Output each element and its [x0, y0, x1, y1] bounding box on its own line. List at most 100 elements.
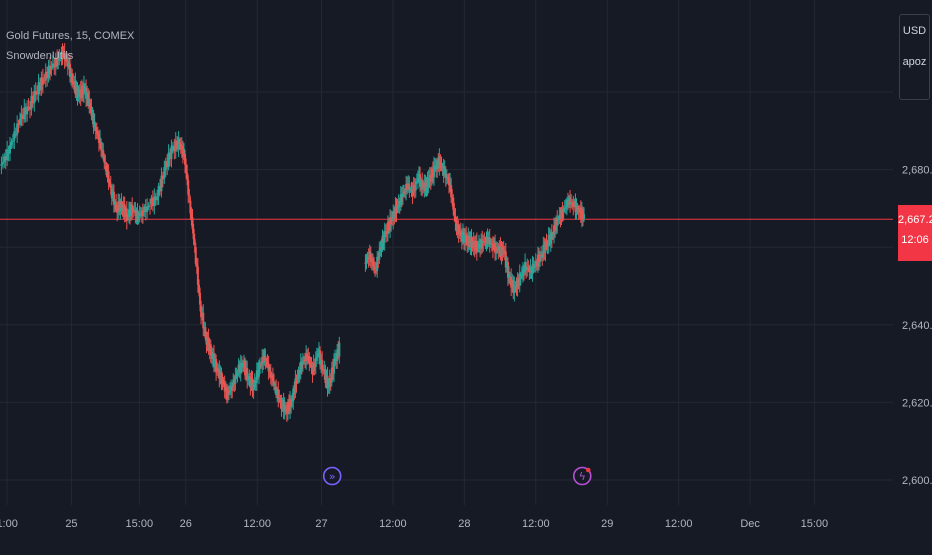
candle-body — [223, 384, 226, 392]
candle-body — [378, 250, 381, 260]
candle-body — [58, 57, 61, 59]
candle-body — [249, 376, 252, 388]
candle-body — [306, 353, 309, 361]
candle-body — [222, 381, 225, 385]
candle-body — [285, 410, 288, 414]
candle-body — [106, 171, 109, 176]
candle-body — [235, 374, 238, 376]
candle-body — [238, 364, 241, 373]
candle-body — [524, 261, 527, 273]
candle-body — [1, 162, 4, 165]
candle-body — [436, 160, 439, 170]
candle-body — [442, 165, 445, 176]
candle-body — [93, 121, 96, 128]
candle-body — [563, 207, 566, 209]
candle-body — [229, 390, 232, 393]
candle-body — [40, 77, 43, 91]
candle-body — [417, 174, 420, 178]
candle-body — [185, 164, 188, 173]
unit-label[interactable]: apoz — [902, 56, 927, 68]
candle-body — [135, 210, 138, 217]
candle-body — [493, 243, 496, 248]
candle-body — [289, 399, 292, 411]
symbol-title[interactable]: Gold Futures, 15, COMEX — [6, 30, 135, 42]
event-marker-glyph: ϟ — [579, 470, 586, 483]
candle-body — [43, 80, 46, 82]
candle-body — [526, 266, 529, 271]
candle-body — [411, 189, 414, 196]
indicator-label[interactable]: SnowdenUtils — [6, 50, 74, 62]
currency-unit-selector[interactable]: USD apoz — [899, 14, 930, 100]
candle-body — [283, 405, 286, 412]
candle-body — [481, 239, 484, 249]
candle-body — [131, 204, 134, 214]
candle-body — [81, 85, 84, 95]
x-tick-label: 15:00 — [126, 518, 154, 530]
candle-body — [479, 243, 482, 249]
candle-body — [24, 107, 27, 115]
candle-body — [227, 390, 230, 393]
candle-body — [434, 165, 437, 170]
candle-body — [291, 401, 294, 403]
candle-body — [437, 160, 440, 169]
candle-body — [565, 200, 568, 207]
candle-body — [430, 168, 433, 182]
candle-body — [532, 264, 535, 268]
candle-body — [566, 200, 569, 205]
currency-label[interactable]: USD — [902, 25, 927, 37]
candle-body — [144, 206, 147, 213]
candle-body — [114, 201, 117, 205]
candle-body — [369, 254, 372, 263]
candle-body — [174, 140, 177, 152]
candle-body — [523, 268, 526, 273]
candle-body — [503, 251, 506, 253]
candle-body — [196, 266, 199, 285]
candle-body — [374, 267, 377, 269]
candle-body — [419, 174, 422, 188]
candle-body — [332, 358, 335, 374]
candle-body — [518, 272, 521, 286]
candle-body — [219, 371, 222, 379]
candle-body — [533, 264, 536, 268]
candle-body — [384, 231, 387, 234]
candle-body — [274, 384, 277, 386]
candle-body — [244, 361, 247, 376]
candle-body — [192, 228, 195, 240]
candle-body — [75, 86, 78, 95]
candle-body — [299, 361, 302, 375]
candle-body — [138, 213, 141, 216]
candle-body — [280, 402, 283, 410]
candle-body — [562, 208, 565, 213]
event-marker-glyph: » — [329, 470, 336, 483]
candle-body — [194, 247, 197, 264]
candle-body — [293, 388, 296, 394]
candle-body — [277, 388, 280, 400]
candle-body — [57, 57, 60, 61]
candle-body — [184, 154, 187, 165]
candle-body — [107, 171, 110, 182]
candle-body — [490, 243, 493, 245]
candle-body — [335, 358, 338, 362]
candle-body — [62, 51, 65, 54]
candle-body — [263, 350, 266, 363]
candle-body — [26, 106, 29, 115]
candle-body — [412, 185, 415, 193]
candle-body — [69, 63, 72, 77]
y-tick-label: 2,640.0 — [902, 320, 932, 332]
candle-body — [60, 51, 63, 58]
bar-countdown: 12:06 — [901, 234, 929, 246]
candle-body — [88, 98, 91, 106]
candle-body — [317, 350, 320, 352]
candle-body — [428, 174, 431, 182]
candle-body — [161, 175, 164, 179]
candle-body — [400, 194, 403, 203]
candle-body — [397, 201, 400, 208]
candle-body — [581, 210, 584, 219]
candle-body — [231, 386, 234, 391]
candle-body — [199, 292, 202, 305]
x-tick-label: 29 — [601, 518, 613, 530]
candle-body — [364, 262, 367, 264]
candle-body — [118, 201, 121, 212]
